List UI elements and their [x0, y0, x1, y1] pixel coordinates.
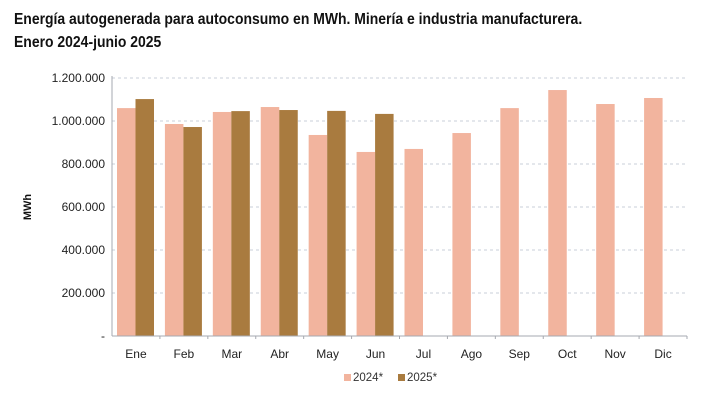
legend-swatch — [398, 374, 405, 381]
bars — [117, 90, 663, 337]
bar-2024-sep — [500, 108, 519, 336]
bar-2024-may — [308, 134, 328, 336]
legend-swatch — [344, 374, 351, 381]
bar-2025-abr — [279, 110, 298, 336]
x-tick-label: Ene — [125, 347, 147, 361]
y-tick-label: 600.000 — [62, 200, 106, 214]
bar-2025-feb — [183, 127, 202, 337]
bar-2024-abr — [260, 107, 280, 337]
legend-label: 2025* — [407, 372, 438, 384]
legend: 2024* 2025* — [344, 372, 438, 384]
x-tick-label: Jul — [416, 347, 431, 361]
bar-2024-feb — [164, 124, 184, 336]
x-tick-label: Dic — [654, 347, 671, 361]
y-tick-label: 200.000 — [62, 286, 106, 300]
x-tick-label: May — [316, 347, 339, 361]
y-tick-label: 1.000.000 — [52, 114, 106, 128]
y-tick-labels: - 200.000 400.000 600.000 800.000 1.000.000 1.… — [52, 71, 106, 343]
x-tick-label: Oct — [558, 347, 577, 361]
x-tick-labels: Ene Feb Mar Abr May Jun Jul Ago Sep Oct Nov Dic — [125, 347, 671, 361]
bar-2025-ene — [135, 99, 154, 336]
y-tick-label: 1.200.000 — [52, 71, 106, 85]
x-tick-label: Mar — [221, 347, 242, 361]
bar-2025-mar — [231, 111, 250, 336]
bar-2024-nov — [596, 104, 615, 336]
axes — [111, 76, 688, 339]
legend-label: 2024* — [353, 372, 384, 384]
x-tick-label: Ago — [461, 347, 483, 361]
chart-title-line1: Energía autogenerada para autoconsumo en… — [14, 11, 583, 28]
x-tick-label: Abr — [270, 347, 289, 361]
x-tick-label: Jun — [366, 347, 385, 361]
bar-2024-mar — [212, 111, 232, 336]
y-axis-label: MWh — [22, 194, 34, 221]
x-tick-label: Nov — [604, 347, 625, 361]
bar-2024-ago — [452, 133, 471, 336]
bar-2024-oct — [548, 90, 567, 336]
bar-2024-dic — [644, 97, 663, 337]
bar-2024-jul — [404, 148, 423, 336]
y-tick-label: 400.000 — [62, 243, 106, 257]
y-tick-label: - — [101, 329, 105, 343]
y-tick-label: 800.000 — [62, 157, 106, 171]
bar-2024-jun — [356, 151, 376, 336]
x-tick-label: Sep — [509, 347, 531, 361]
chart-title-line2: Enero 2024-junio 2025 — [14, 34, 162, 51]
bar-2024-ene — [117, 108, 136, 336]
bar-2025-may — [327, 110, 346, 337]
chart-title: Energía autogenerada para autoconsumo en… — [14, 8, 582, 54]
bar-2025-jun — [375, 113, 394, 336]
x-tick-label: Feb — [174, 347, 195, 361]
